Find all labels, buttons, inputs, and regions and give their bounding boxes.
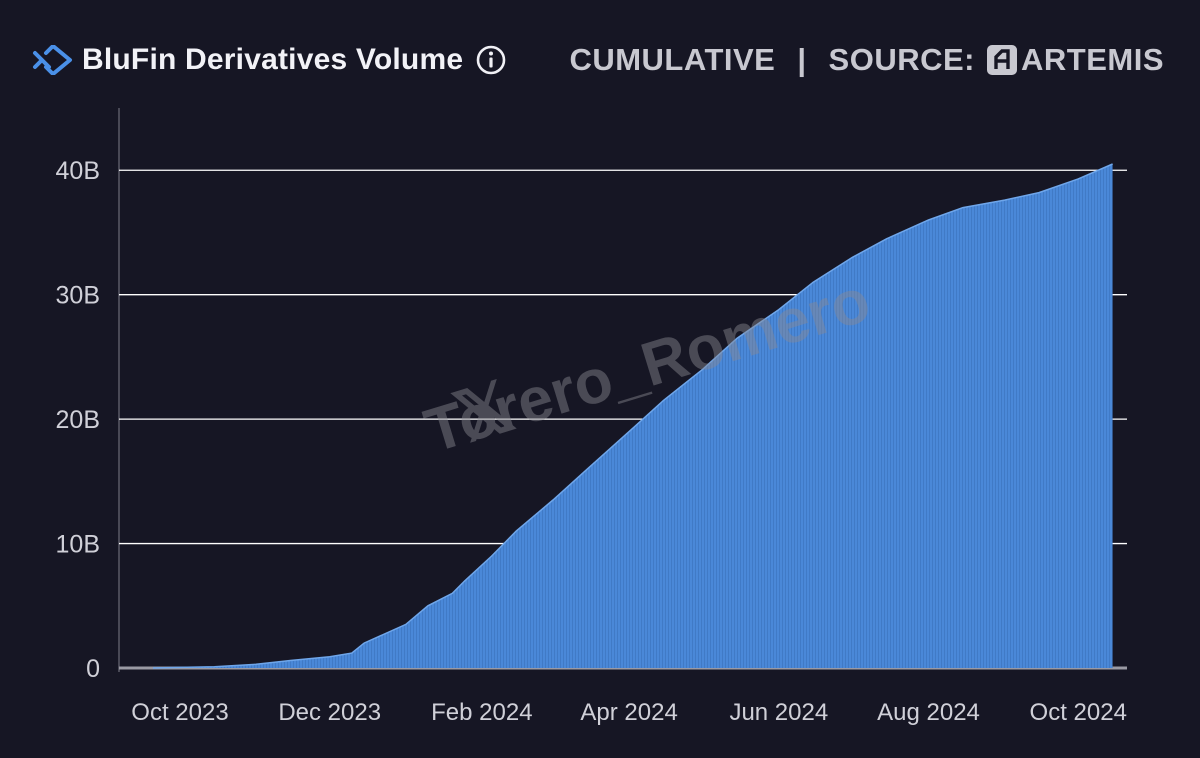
cumulative-volume-edge xyxy=(152,163,1113,669)
x-tick-label: Feb 2024 xyxy=(431,699,532,726)
chart-header: BluFin Derivatives Volume CUMULATIVE | S… xyxy=(32,38,1182,82)
mode-label: CUMULATIVE xyxy=(569,42,776,77)
x-tick-label: Oct 2024 xyxy=(1030,699,1127,726)
header-meta: CUMULATIVE | SOURCE: ARTEMIS xyxy=(569,38,1164,82)
artemis-logo-icon xyxy=(987,45,1017,75)
source-label: SOURCE: xyxy=(828,42,975,77)
chart-title: BluFin Derivatives Volume xyxy=(82,43,464,76)
header-separator: | xyxy=(797,42,807,77)
x-tick-label: Apr 2024 xyxy=(580,699,677,726)
y-tick-label: 0 xyxy=(86,655,100,683)
x-tick-labels: Oct 2023 Dec 2023 Feb 2024 Apr 2024 Jun 2024… xyxy=(131,699,1127,726)
y-tick-labels: 0 10B 20B 30B 40B xyxy=(56,157,100,683)
blufin-logo-icon xyxy=(33,45,72,75)
x-tick-label: Jun 2024 xyxy=(729,699,828,726)
x-tick-label: Aug 2024 xyxy=(877,699,980,726)
x-tick-label: Oct 2023 xyxy=(131,699,228,726)
y-tick-label: 40B xyxy=(56,157,100,185)
y-tick-label: 10B xyxy=(56,531,100,559)
source-name: ARTEMIS xyxy=(1021,42,1164,77)
y-tick-label: 30B xyxy=(56,282,100,310)
x-tick-label: Dec 2023 xyxy=(278,699,381,726)
y-tick-label: 20B xyxy=(56,406,100,434)
cumulative-volume-area xyxy=(153,164,1113,668)
info-icon[interactable] xyxy=(475,44,507,76)
